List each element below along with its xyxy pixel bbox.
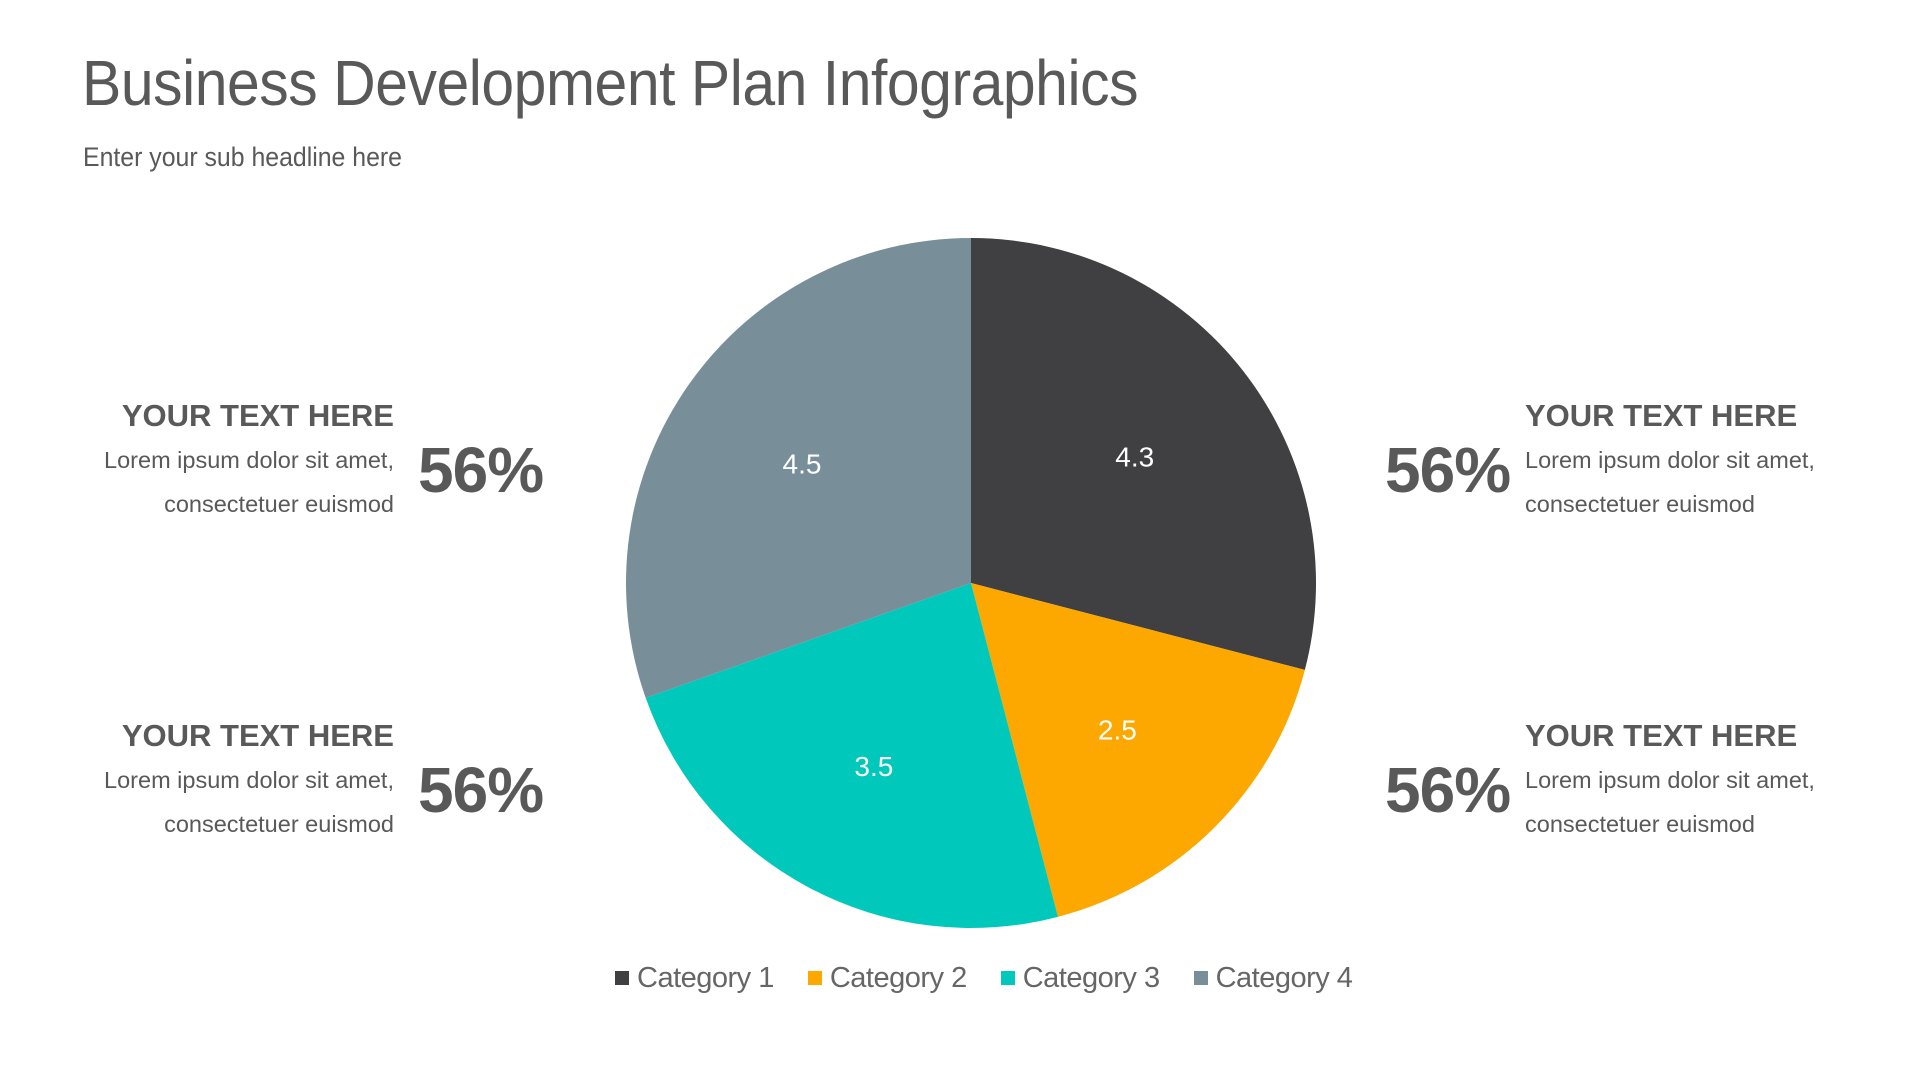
legend-swatch-icon (1000, 971, 1015, 985)
legend-label: Category 3 (1022, 961, 1160, 994)
pie-slice-1 (971, 238, 1317, 670)
pie-data-label-4: 4.5 (783, 448, 822, 479)
pie-data-label-2: 2.5 (1098, 714, 1137, 745)
block-body-line-2: consectetuer euismod (1525, 811, 1755, 837)
legend-item-category-3: Category 3 (1000, 961, 1160, 995)
pie-slice-2 (971, 583, 1305, 917)
block-body-line-2: consectetuer euismod (164, 811, 394, 837)
text-block-top-left: YOUR TEXT HERE Lorem ipsum dolor sit ame… (64, 398, 394, 526)
legend-swatch-icon (1193, 971, 1208, 985)
legend-label: Category 4 (1215, 961, 1353, 994)
block-body-line-1: Lorem ipsum dolor sit amet, (104, 447, 394, 473)
percent-value-top-left: 56% (418, 434, 544, 506)
pie-data-label-3: 3.5 (854, 751, 893, 782)
pie-data-labels: 4.3 2.5 3.5 4.5 (783, 441, 1155, 781)
block-body-line-1: Lorem ipsum dolor sit amet, (1525, 767, 1815, 793)
percent-value-top-right: 56% (1385, 434, 1511, 506)
text-block-bottom-left: YOUR TEXT HERE Lorem ipsum dolor sit ame… (64, 718, 394, 846)
percent-value-bottom-left: 56% (418, 754, 544, 826)
block-heading: YOUR TEXT HERE (121, 398, 394, 433)
page-subtitle: Enter your sub headline here (83, 142, 402, 172)
legend-label: Category 1 (637, 961, 774, 994)
block-body-line-1: Lorem ipsum dolor sit amet, (1525, 447, 1815, 473)
text-block-top-right: YOUR TEXT HERE Lorem ipsum dolor sit ame… (1525, 398, 1855, 526)
legend-item-category-4: Category 4 (1193, 961, 1353, 995)
text-block-bottom-right: YOUR TEXT HERE Lorem ipsum dolor sit ame… (1525, 718, 1855, 846)
pie-slices (626, 238, 1317, 928)
legend-item-category-2: Category 2 (807, 961, 967, 995)
pie-data-label-1: 4.3 (1115, 441, 1154, 472)
block-heading: YOUR TEXT HERE (1525, 718, 1798, 753)
pie-slice-3 (645, 583, 1058, 928)
legend-label: Category 2 (829, 961, 967, 994)
legend-item-category-1: Category 1 (615, 962, 774, 995)
pie-slice-4 (626, 238, 971, 698)
block-body-line-1: Lorem ipsum dolor sit amet, (104, 767, 394, 793)
block-body-line-2: consectetuer euismod (1525, 491, 1755, 517)
block-heading: YOUR TEXT HERE (1525, 398, 1798, 433)
page-title: Business Development Plan Infographics (82, 47, 1139, 119)
legend-swatch-icon (807, 971, 822, 985)
legend-swatch-icon (615, 971, 629, 985)
block-body-line-2: consectetuer euismod (164, 491, 394, 517)
block-heading: YOUR TEXT HERE (121, 718, 394, 753)
percent-value-bottom-right: 56% (1385, 754, 1511, 826)
chart-legend: Category 1 Category 2 Category 3 Categor… (615, 958, 1386, 998)
